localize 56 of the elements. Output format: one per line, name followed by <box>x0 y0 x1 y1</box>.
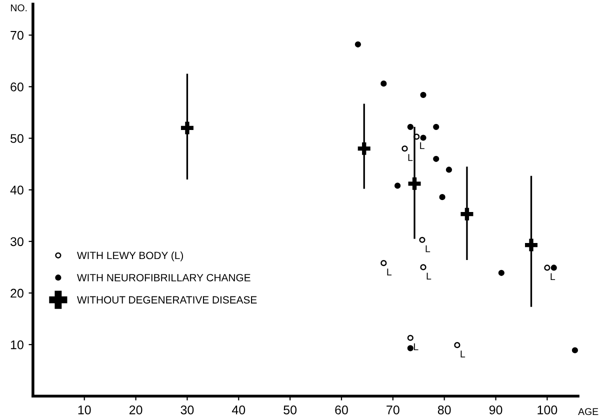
x-tick-label: 90 <box>489 406 502 414</box>
point <box>446 166 452 173</box>
x-tick-label: 20 <box>129 406 142 414</box>
legend-label: WITH NEUROFIBRILLARY CHANGE <box>76 274 250 282</box>
x-tick-label: 50 <box>284 406 297 414</box>
point <box>419 236 426 243</box>
y-tick-label: 30 <box>10 237 24 246</box>
point <box>358 142 370 155</box>
y-axis-title: NO. <box>11 4 27 12</box>
point <box>544 264 550 271</box>
point <box>433 156 440 162</box>
point <box>420 264 426 270</box>
annotation: L <box>460 350 466 358</box>
x-tick-label: 70 <box>386 406 400 414</box>
x-axis-title: AGE <box>578 408 598 416</box>
point <box>498 270 504 276</box>
x-tick-label: 30 <box>180 406 194 414</box>
x-tick-label: 80 <box>438 406 451 414</box>
point <box>354 41 361 48</box>
point <box>524 238 538 252</box>
point <box>407 334 414 341</box>
point <box>407 124 414 130</box>
point <box>433 124 440 130</box>
y-tick-label: 40 <box>10 186 24 194</box>
annotation: L <box>426 245 430 252</box>
point <box>550 264 557 271</box>
annotation: L <box>414 343 418 350</box>
annotation: L <box>426 272 432 280</box>
point <box>408 177 421 190</box>
point <box>439 194 446 200</box>
y-tick-label: 20 <box>10 288 24 298</box>
point <box>180 122 194 134</box>
point <box>572 347 578 354</box>
x-tick-label: 10 <box>78 406 91 414</box>
point <box>394 182 401 189</box>
point <box>454 342 460 348</box>
y-tick-label: 50 <box>10 134 24 143</box>
x-tick-label: 60 <box>335 406 348 414</box>
annotation: L <box>420 142 424 149</box>
legend-label: WITH LEWY BODY (L) <box>76 251 183 262</box>
y-tick-label: 60 <box>10 82 24 92</box>
x-tick-label: 100 <box>538 406 558 414</box>
x-tick-label: 40 <box>232 406 246 414</box>
point <box>407 345 414 352</box>
point <box>460 208 474 220</box>
point <box>420 92 426 98</box>
point <box>380 80 387 87</box>
y-tick-label: 10 <box>10 340 24 350</box>
point <box>420 134 426 141</box>
legend-label: WITHOUT DEGENERATIVE DISEASE <box>76 296 257 304</box>
y-tick-label: 70 <box>10 30 24 40</box>
point <box>402 146 408 152</box>
annotation: L <box>387 268 392 276</box>
annotation: L <box>408 154 413 161</box>
annotation: L <box>550 273 556 280</box>
point <box>380 260 387 266</box>
